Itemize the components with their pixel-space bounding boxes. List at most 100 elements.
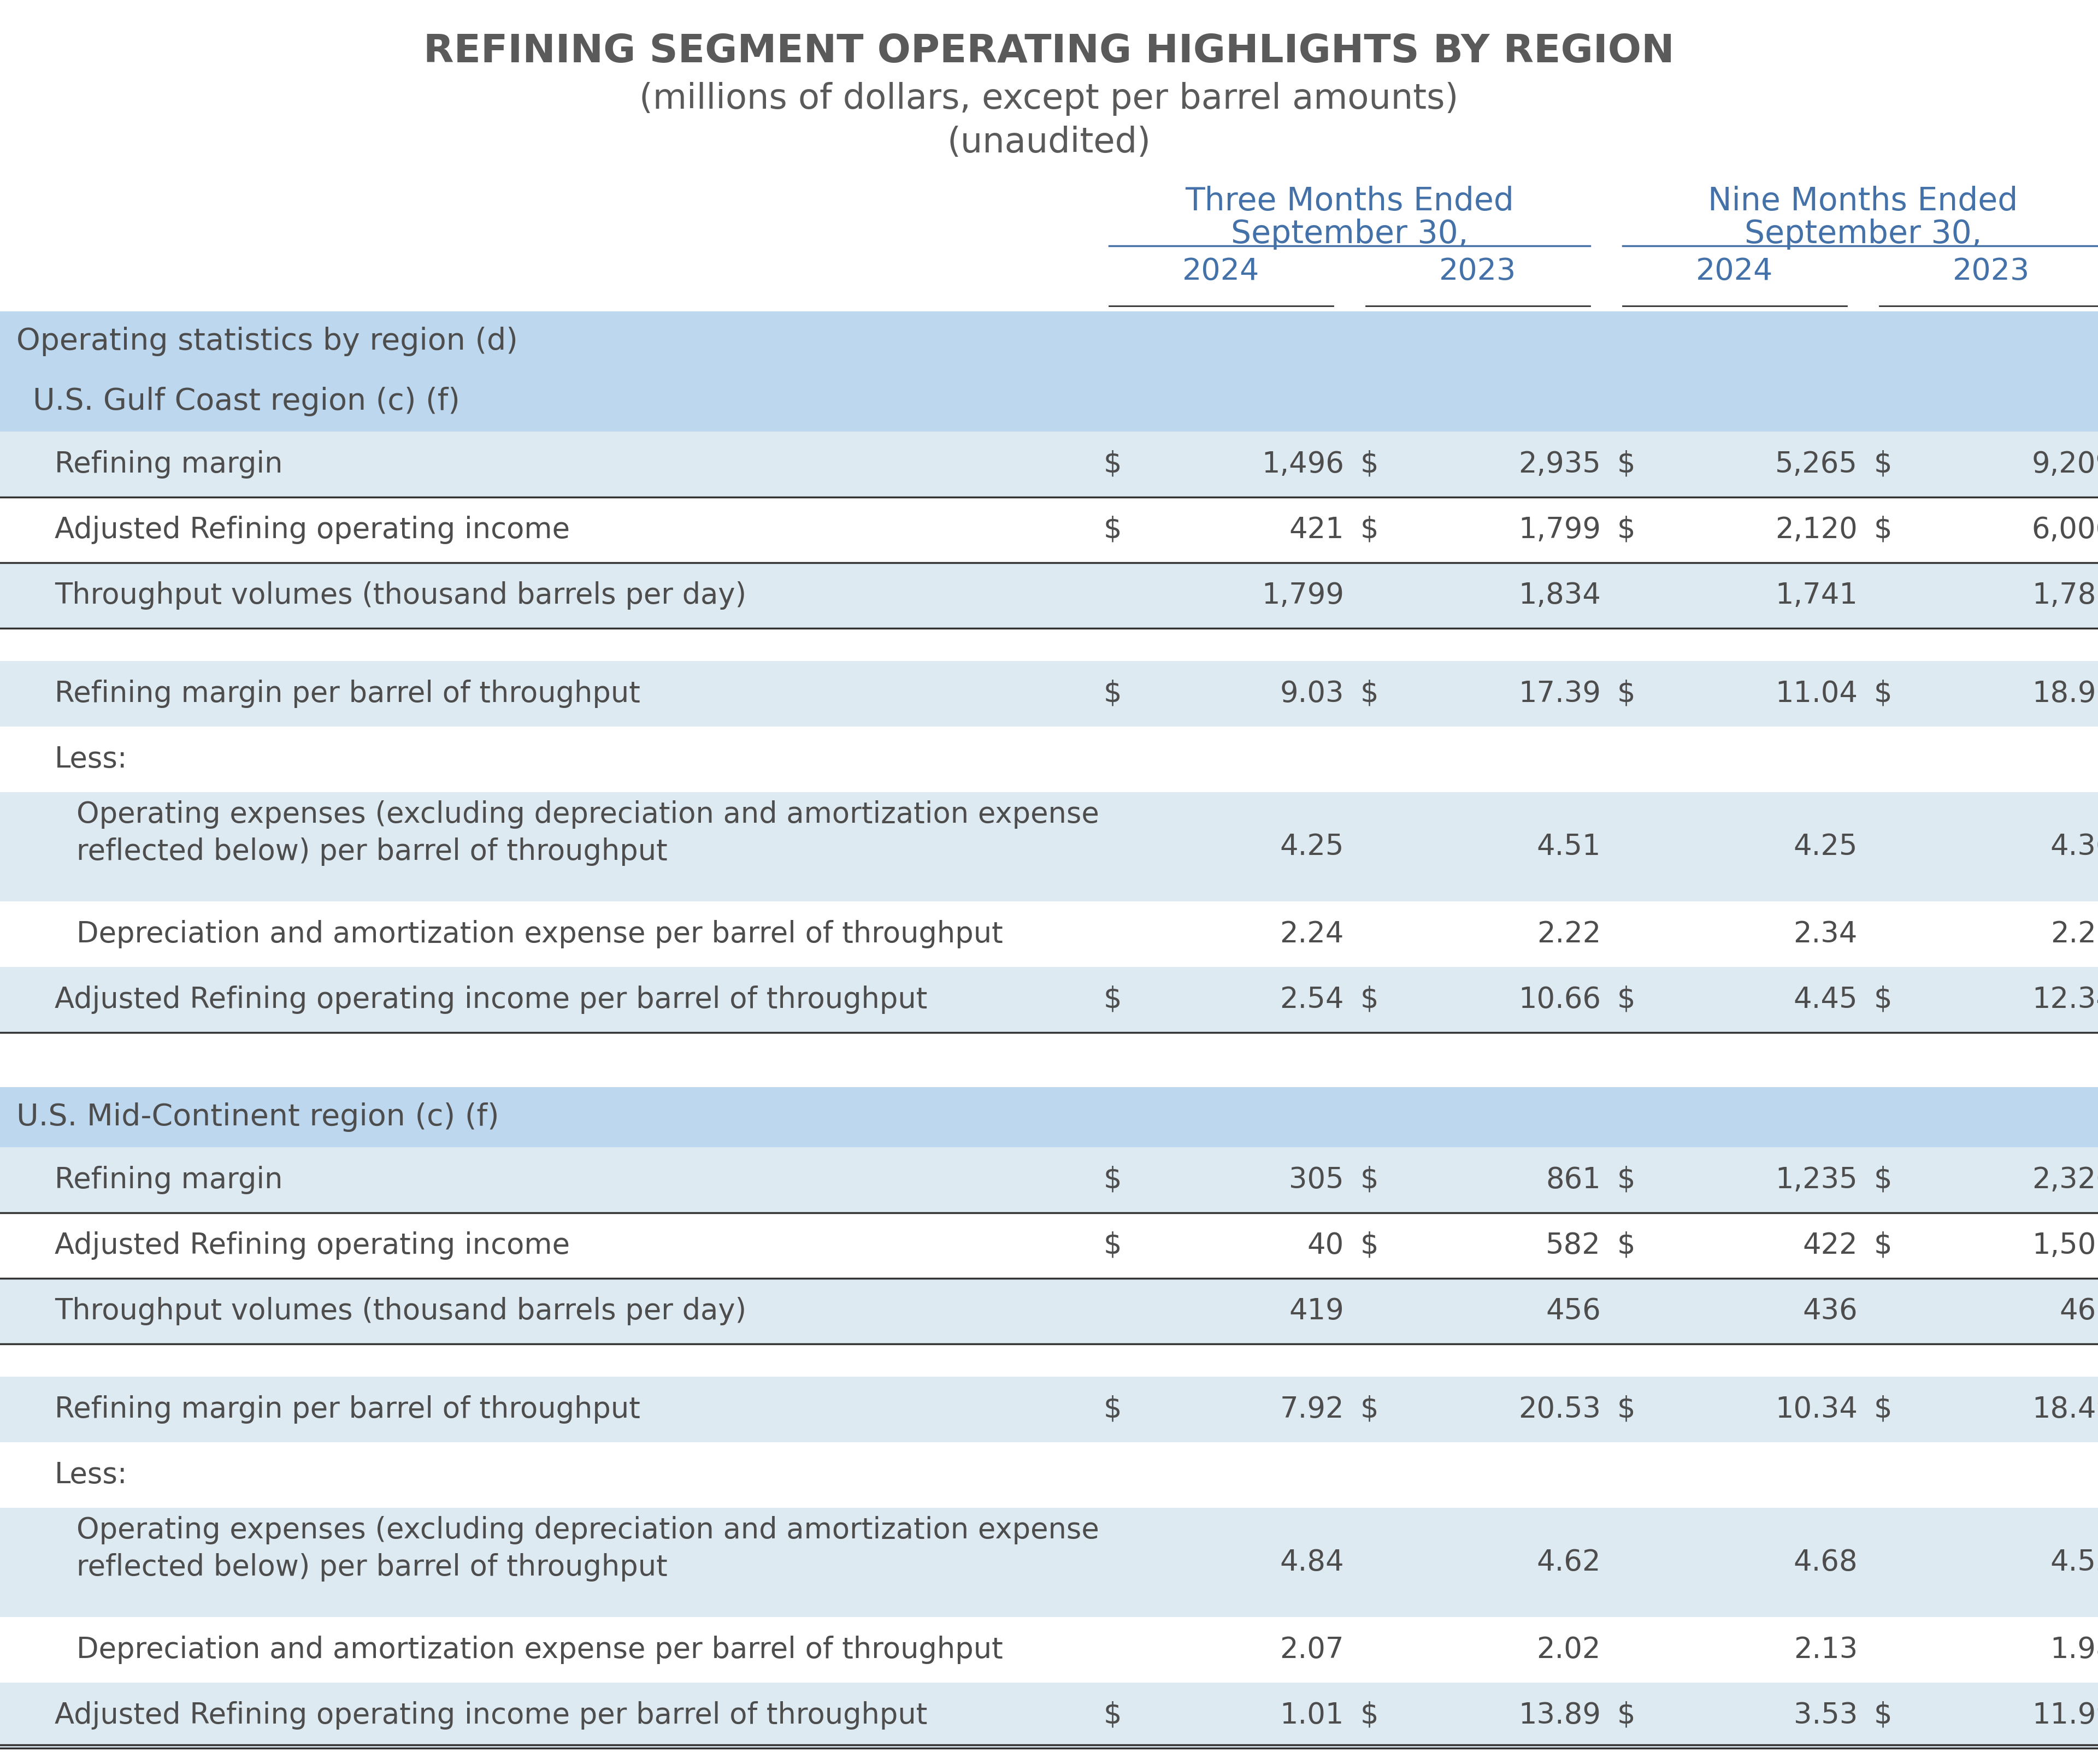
Text: $: $ bbox=[1360, 679, 1378, 707]
Text: $: $ bbox=[1618, 1166, 1636, 1194]
Text: 11.99: 11.99 bbox=[2031, 1700, 2098, 1729]
Text: $: $ bbox=[1874, 450, 1892, 478]
Bar bbox=[0, 967, 2098, 1032]
Text: Operating expenses (excluding depreciation and amortization expense
reflected be: Operating expenses (excluding depreciati… bbox=[76, 1515, 1099, 1582]
Text: REFINING SEGMENT OPERATING HIGHLIGHTS BY REGION: REFINING SEGMENT OPERATING HIGHLIGHTS BY… bbox=[424, 34, 1674, 71]
Text: 461: 461 bbox=[2060, 1297, 2098, 1325]
Text: (unaudited): (unaudited) bbox=[946, 125, 1152, 159]
Text: 1,834: 1,834 bbox=[1519, 582, 1601, 610]
Text: Adjusted Refining operating income: Adjusted Refining operating income bbox=[55, 515, 571, 543]
Text: 422: 422 bbox=[1802, 1231, 1857, 1259]
Text: 456: 456 bbox=[1546, 1297, 1601, 1325]
Text: 2.02: 2.02 bbox=[1536, 1635, 1601, 1663]
Text: September 30,: September 30, bbox=[1743, 219, 1983, 250]
Text: Refining margin per barrel of throughput: Refining margin per barrel of throughput bbox=[55, 679, 640, 707]
Text: Throughput volumes (thousand barrels per day): Throughput volumes (thousand barrels per… bbox=[55, 1297, 747, 1325]
Bar bbox=[0, 432, 2098, 497]
Text: Refining margin per barrel of throughput: Refining margin per barrel of throughput bbox=[55, 1395, 640, 1424]
Text: 2.34: 2.34 bbox=[1794, 921, 1857, 949]
Text: 2,120: 2,120 bbox=[1775, 515, 1857, 543]
Bar bbox=[0, 1032, 2098, 1087]
Text: 4.51: 4.51 bbox=[1536, 833, 1601, 861]
Text: 4.62: 4.62 bbox=[1536, 1549, 1601, 1577]
Text: $: $ bbox=[1360, 1700, 1378, 1729]
Text: 10.66: 10.66 bbox=[1519, 986, 1601, 1014]
Text: 4.84: 4.84 bbox=[1280, 1549, 1345, 1577]
Text: 4.25: 4.25 bbox=[1280, 833, 1345, 861]
Bar bbox=[0, 792, 2098, 901]
Text: $: $ bbox=[1104, 515, 1122, 543]
Text: $: $ bbox=[1874, 1395, 1892, 1424]
Text: U.S. Mid-Continent region (c) (f): U.S. Mid-Continent region (c) (f) bbox=[17, 1102, 499, 1132]
Text: 4.25: 4.25 bbox=[1794, 833, 1857, 861]
Text: 40: 40 bbox=[1307, 1231, 1345, 1259]
Text: 6,006: 6,006 bbox=[2031, 515, 2098, 543]
Bar bbox=[0, 372, 2098, 432]
Text: $: $ bbox=[1874, 986, 1892, 1014]
Text: 13.89: 13.89 bbox=[1519, 1700, 1601, 1729]
Text: 4.36: 4.36 bbox=[2050, 833, 2098, 861]
Bar bbox=[0, 727, 2098, 792]
Text: U.S. Gulf Coast region (c) (f): U.S. Gulf Coast region (c) (f) bbox=[34, 386, 459, 416]
Text: $: $ bbox=[1104, 450, 1122, 478]
Bar bbox=[0, 662, 2098, 727]
Text: 17.39: 17.39 bbox=[1519, 679, 1601, 707]
Text: $: $ bbox=[1104, 1395, 1122, 1424]
Text: 2024: 2024 bbox=[1695, 258, 1773, 286]
Bar bbox=[0, 1376, 2098, 1443]
Text: 12.34: 12.34 bbox=[2033, 986, 2098, 1014]
Bar bbox=[0, 1344, 2098, 1376]
Text: (millions of dollars, except per barrel amounts): (millions of dollars, except per barrel … bbox=[640, 81, 1458, 116]
Text: $: $ bbox=[1618, 1395, 1636, 1424]
Text: $: $ bbox=[1618, 1231, 1636, 1259]
Text: 10.34: 10.34 bbox=[1775, 1395, 1857, 1424]
Text: 1,507: 1,507 bbox=[2031, 1231, 2098, 1259]
Bar bbox=[0, 1087, 2098, 1147]
Text: $: $ bbox=[1104, 1700, 1122, 1729]
Text: 419: 419 bbox=[1288, 1297, 1345, 1325]
Text: Operating expenses (excluding depreciation and amortization expense
reflected be: Operating expenses (excluding depreciati… bbox=[76, 801, 1099, 866]
Text: $: $ bbox=[1874, 1166, 1892, 1194]
Bar bbox=[0, 1147, 2098, 1214]
Text: Refining margin: Refining margin bbox=[55, 450, 283, 478]
Text: Depreciation and amortization expense per barrel of throughput: Depreciation and amortization expense pe… bbox=[76, 921, 1003, 949]
Text: $: $ bbox=[1618, 1700, 1636, 1729]
Bar bbox=[0, 1508, 2098, 1618]
Text: Depreciation and amortization expense per barrel of throughput: Depreciation and amortization expense pe… bbox=[76, 1635, 1003, 1663]
Text: 4.52: 4.52 bbox=[2050, 1549, 2098, 1577]
Bar bbox=[0, 563, 2098, 628]
Text: Adjusted Refining operating income per barrel of throughput: Adjusted Refining operating income per b… bbox=[55, 1700, 927, 1729]
Text: 2.24: 2.24 bbox=[1280, 921, 1345, 949]
Text: 2,326: 2,326 bbox=[2033, 1166, 2098, 1194]
Text: Adjusted Refining operating income: Adjusted Refining operating income bbox=[55, 1231, 571, 1259]
Text: $: $ bbox=[1360, 515, 1378, 543]
Text: 2.13: 2.13 bbox=[1794, 1635, 1857, 1663]
Text: $: $ bbox=[1618, 450, 1636, 478]
Text: 2,935: 2,935 bbox=[1519, 450, 1601, 478]
Text: $: $ bbox=[1360, 1231, 1378, 1259]
Text: $: $ bbox=[1104, 1166, 1122, 1194]
Text: 2023: 2023 bbox=[1439, 258, 1517, 286]
Text: $: $ bbox=[1618, 679, 1636, 707]
Text: 1.01: 1.01 bbox=[1280, 1700, 1345, 1729]
Text: Operating statistics by region (d): Operating statistics by region (d) bbox=[17, 326, 518, 356]
Bar bbox=[0, 312, 2098, 372]
Text: $: $ bbox=[1360, 1166, 1378, 1194]
Text: $: $ bbox=[1104, 1231, 1122, 1259]
Text: $: $ bbox=[1874, 515, 1892, 543]
Bar bbox=[0, 901, 2098, 967]
Text: 436: 436 bbox=[1802, 1297, 1857, 1325]
Text: 582: 582 bbox=[1546, 1231, 1601, 1259]
Text: 11.04: 11.04 bbox=[1775, 679, 1857, 707]
Text: September 30,: September 30, bbox=[1232, 219, 1469, 250]
Text: 305: 305 bbox=[1288, 1166, 1345, 1194]
Text: Refining margin: Refining margin bbox=[55, 1166, 283, 1194]
Text: $: $ bbox=[1618, 986, 1636, 1014]
Text: 861: 861 bbox=[1546, 1166, 1601, 1194]
Text: 1.98: 1.98 bbox=[2050, 1635, 2098, 1663]
Text: $: $ bbox=[1874, 1700, 1892, 1729]
Text: Adjusted Refining operating income per barrel of throughput: Adjusted Refining operating income per b… bbox=[55, 986, 927, 1014]
Text: 9,209: 9,209 bbox=[2031, 450, 2098, 478]
Text: 2.07: 2.07 bbox=[1280, 1635, 1345, 1663]
Bar bbox=[0, 1443, 2098, 1508]
